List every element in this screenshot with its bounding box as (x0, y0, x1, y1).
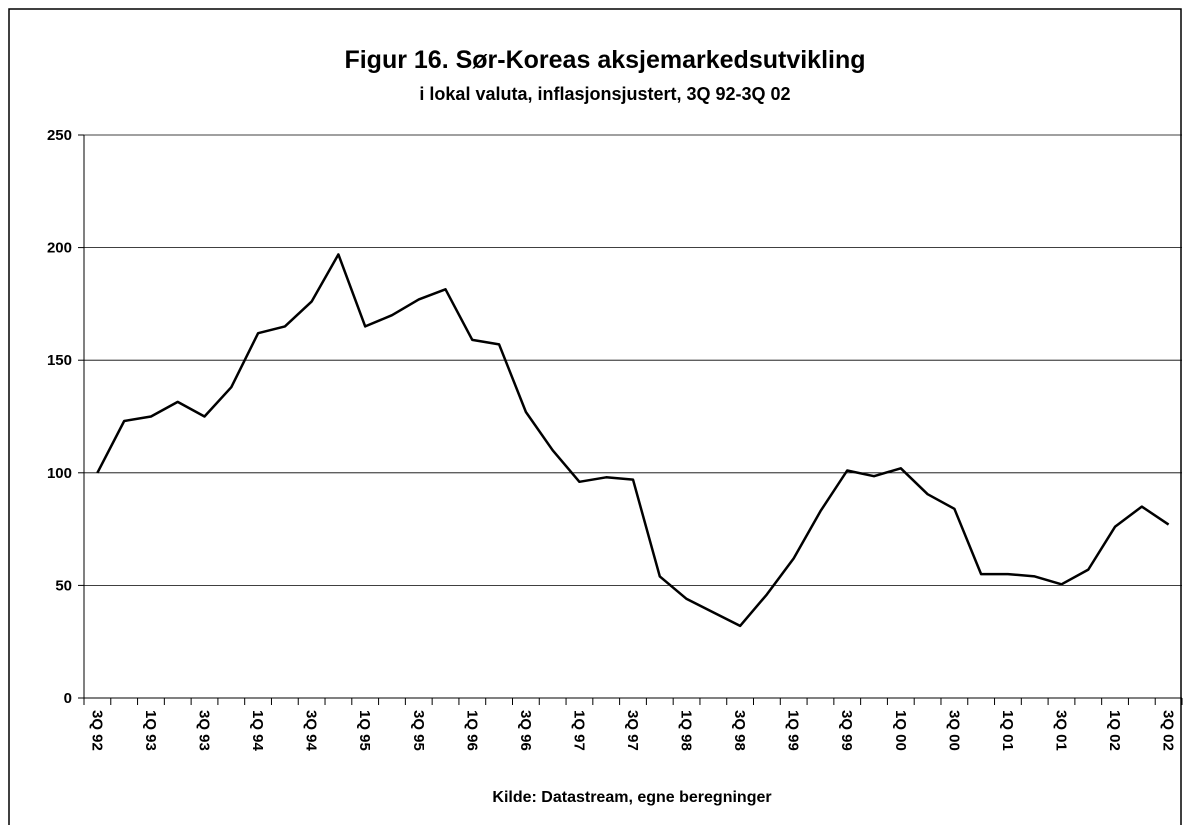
x-tick-label: 3Q 99 (838, 710, 855, 751)
x-tick-label: 3Q 01 (1052, 710, 1069, 751)
x-tick-label: 1Q 96 (463, 710, 480, 751)
x-tick-label: 1Q 98 (678, 710, 695, 751)
y-tick-label: 50 (55, 577, 72, 594)
x-tick-label: 3Q 96 (517, 710, 534, 751)
chart-title: Figur 16. Sør-Koreas aksjemarkedsutvikli… (344, 46, 865, 74)
x-tick-label: 1Q 94 (249, 710, 266, 752)
x-tick-label: 1Q 95 (356, 710, 373, 751)
y-tick-label: 0 (64, 690, 72, 707)
y-tick-label: 100 (47, 465, 72, 482)
x-tick-label: 1Q 97 (570, 710, 587, 751)
chart-frame (8, 8, 1182, 825)
x-tick-label: 3Q 95 (410, 710, 427, 751)
x-tick-label: 3Q 98 (731, 710, 748, 751)
x-tick-label: 1Q 99 (785, 710, 802, 751)
x-tick-label: 3Q 00 (945, 710, 962, 751)
x-tick-label: 3Q 93 (196, 710, 213, 751)
x-tick-label: 3Q 94 (303, 710, 320, 752)
x-tick-label: 1Q 93 (142, 710, 159, 751)
source-note: Kilde: Datastream, egne beregninger (492, 789, 771, 806)
x-tick-label: 1Q 00 (892, 710, 909, 751)
x-tick-label: 3Q 97 (624, 710, 641, 751)
data-line (96, 253, 1170, 628)
x-tick-label: 1Q 02 (1106, 710, 1123, 751)
y-tick-label: 200 (47, 240, 72, 257)
x-tick-label: 1Q 01 (999, 710, 1016, 751)
x-tick-label: 3Q 02 (1160, 710, 1177, 751)
y-tick-label: 250 (47, 127, 72, 144)
y-tick-label: 150 (47, 352, 72, 369)
x-tick-label: 3Q 92 (88, 710, 105, 751)
chart-subtitle: i lokal valuta, inflasjonsjustert, 3Q 92… (419, 84, 790, 104)
